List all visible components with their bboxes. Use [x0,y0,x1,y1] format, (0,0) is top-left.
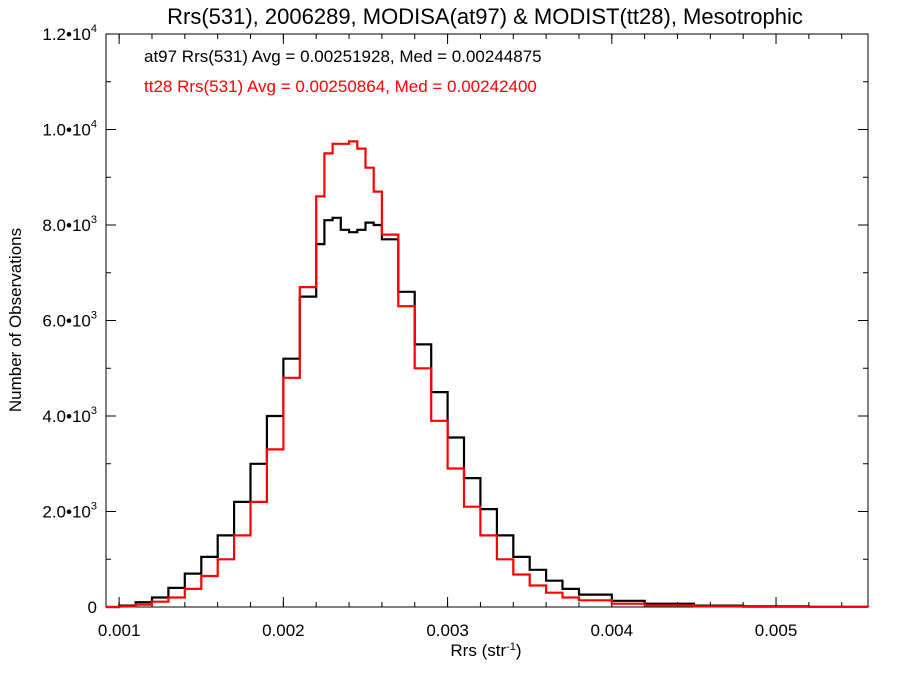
y-tick-label: 8.0•103 [42,214,97,235]
plot-border [105,33,869,608]
y-tick-label: 4.0•103 [42,405,97,426]
y-tick-exponent: 3 [91,405,97,417]
plot-frame [105,33,869,608]
y-tick-label: 2.0•103 [42,501,97,522]
x-axis-label-suffix: ) [516,641,522,660]
series-layer [105,140,870,609]
y-tick-mantissa: 0 [88,598,97,617]
annotation-tt28: tt28 Rrs(531) Avg = 0.00250864, Med = 0.… [144,77,537,96]
y-tick-mantissa: 6.0•10 [42,312,91,331]
y-tick-label: 0 [88,598,97,617]
y-tick-exponent: 3 [91,310,97,322]
series-0 [105,216,870,609]
x-tick-label: 0.003 [426,621,469,640]
annotation-at97: at97 Rrs(531) Avg = 0.00251928, Med = 0.… [144,47,542,66]
y-tick-mantissa: 8.0•10 [42,216,91,235]
x-tick-label: 0.004 [591,621,634,640]
y-tick-label: 1.2•104 [42,23,97,44]
y-tick-label: 1.0•104 [42,119,97,140]
series-1 [105,140,870,609]
series-line [106,216,870,609]
y-axis-label: Number of Observations [6,228,25,412]
y-tick-exponent: 4 [91,23,97,35]
x-axis: 0.001 0.002 0.003 0.004 0.005 [98,34,843,640]
x-tick-label: 0.001 [98,621,141,640]
x-axis-label-main: Rrs (str [450,641,506,660]
x-tick-label: 0.005 [755,621,798,640]
y-tick-mantissa: 1.0•10 [42,121,91,140]
y-tick-exponent: 3 [91,501,97,513]
x-tick-label: 0.002 [262,621,305,640]
y-tick-exponent: 4 [91,119,97,131]
y-tick-mantissa: 4.0•10 [42,407,91,426]
y-axis: 02.0•1034.0•1036.0•1038.0•1031.0•1041.2•… [42,23,868,617]
chart-title: Rrs(531), 2006289, MODISA(at97) & MODIST… [167,4,803,29]
y-tick-exponent: 3 [91,214,97,226]
y-tick-label: 6.0•103 [42,310,97,331]
series-line [106,140,870,609]
x-axis-label-sup: -1 [506,641,516,653]
y-tick-mantissa: 2.0•10 [42,503,91,522]
y-tick-mantissa: 1.2•10 [42,25,91,44]
x-axis-label: Rrs (str-1) [450,641,521,660]
